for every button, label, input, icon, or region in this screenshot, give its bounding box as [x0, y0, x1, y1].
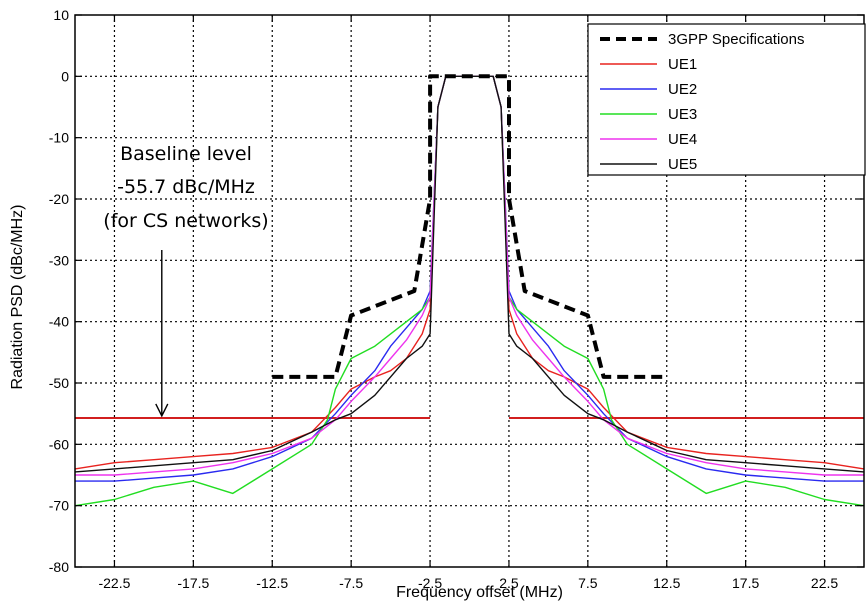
y-tick-label: -60: [49, 436, 69, 452]
x-tick-label: -7.5: [339, 575, 363, 591]
x-tick-label: 2.5: [499, 575, 519, 591]
y-tick-label: -80: [49, 559, 69, 575]
y-tick-label: -10: [49, 130, 69, 146]
annotation-line-1: Baseline level: [120, 143, 252, 165]
y-tick-label: -20: [49, 191, 69, 207]
legend-label: 3GPP Specifications: [668, 31, 804, 48]
y-tick-label: -40: [49, 314, 69, 330]
y-tick-label: -30: [49, 252, 69, 268]
series-line-3gpp-specifications: [272, 74, 667, 379]
y-tick-label: 0: [61, 68, 69, 84]
x-tick-label: 7.5: [578, 575, 598, 591]
annotation-line-3: (for CS networks): [103, 210, 268, 232]
legend-box: [587, 23, 866, 176]
plot-frame: [74, 14, 865, 568]
y-tick-label: -70: [49, 498, 69, 514]
y-axis-label: Radiation PSD (dBc/MHz): [9, 205, 26, 390]
x-tick-label: -2.5: [418, 575, 442, 591]
legend-label: UE2: [668, 81, 697, 98]
x-tick-label: 17.5: [732, 575, 759, 591]
x-axis-label: Frequency offset (MHz): [396, 584, 563, 601]
legend-label: UE5: [668, 156, 697, 173]
x-tick-label: -12.5: [256, 575, 288, 591]
annotation-line-2: -55.7 dBc/MHz: [117, 176, 255, 198]
y-tick-label: -50: [49, 375, 69, 391]
legend: 3GPP Specifications UE1 UE2 UE3 UE4 UE5: [587, 23, 866, 176]
x-tick-label: 22.5: [811, 575, 838, 591]
legend-label: UE1: [668, 56, 697, 73]
legend-label: UE4: [668, 131, 697, 148]
x-tick-label: -22.5: [98, 575, 130, 591]
y-tick-label: 10: [53, 7, 69, 23]
legend-label: UE3: [668, 106, 697, 123]
x-tick-label: 12.5: [653, 575, 680, 591]
x-tick-label: -17.5: [177, 575, 209, 591]
annotation-arrow-head: [155, 403, 169, 418]
